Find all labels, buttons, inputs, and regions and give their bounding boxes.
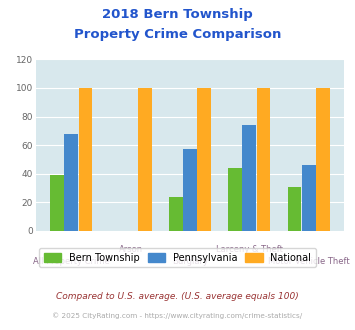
Text: 2018 Bern Township: 2018 Bern Township xyxy=(102,8,253,21)
Bar xyxy=(197,88,211,231)
Text: Burglary: Burglary xyxy=(172,257,208,266)
Bar xyxy=(302,165,316,231)
Bar xyxy=(316,88,330,231)
Text: All Property Crime: All Property Crime xyxy=(33,257,109,266)
Bar xyxy=(257,88,271,231)
Bar xyxy=(169,197,182,231)
Text: Arson: Arson xyxy=(119,245,143,254)
Legend: Bern Township, Pennsylvania, National: Bern Township, Pennsylvania, National xyxy=(39,248,316,267)
Bar xyxy=(64,134,78,231)
Bar xyxy=(228,168,242,231)
Text: Property Crime Comparison: Property Crime Comparison xyxy=(74,28,281,41)
Text: Compared to U.S. average. (U.S. average equals 100): Compared to U.S. average. (U.S. average … xyxy=(56,292,299,301)
Bar xyxy=(50,175,64,231)
Bar xyxy=(242,125,256,231)
Text: Motor Vehicle Theft: Motor Vehicle Theft xyxy=(268,257,350,266)
Bar xyxy=(183,149,197,231)
Text: © 2025 CityRating.com - https://www.cityrating.com/crime-statistics/: © 2025 CityRating.com - https://www.city… xyxy=(53,312,302,318)
Bar xyxy=(288,187,301,231)
Text: Larceny & Theft: Larceny & Theft xyxy=(216,245,283,254)
Bar xyxy=(78,88,92,231)
Bar xyxy=(138,88,152,231)
